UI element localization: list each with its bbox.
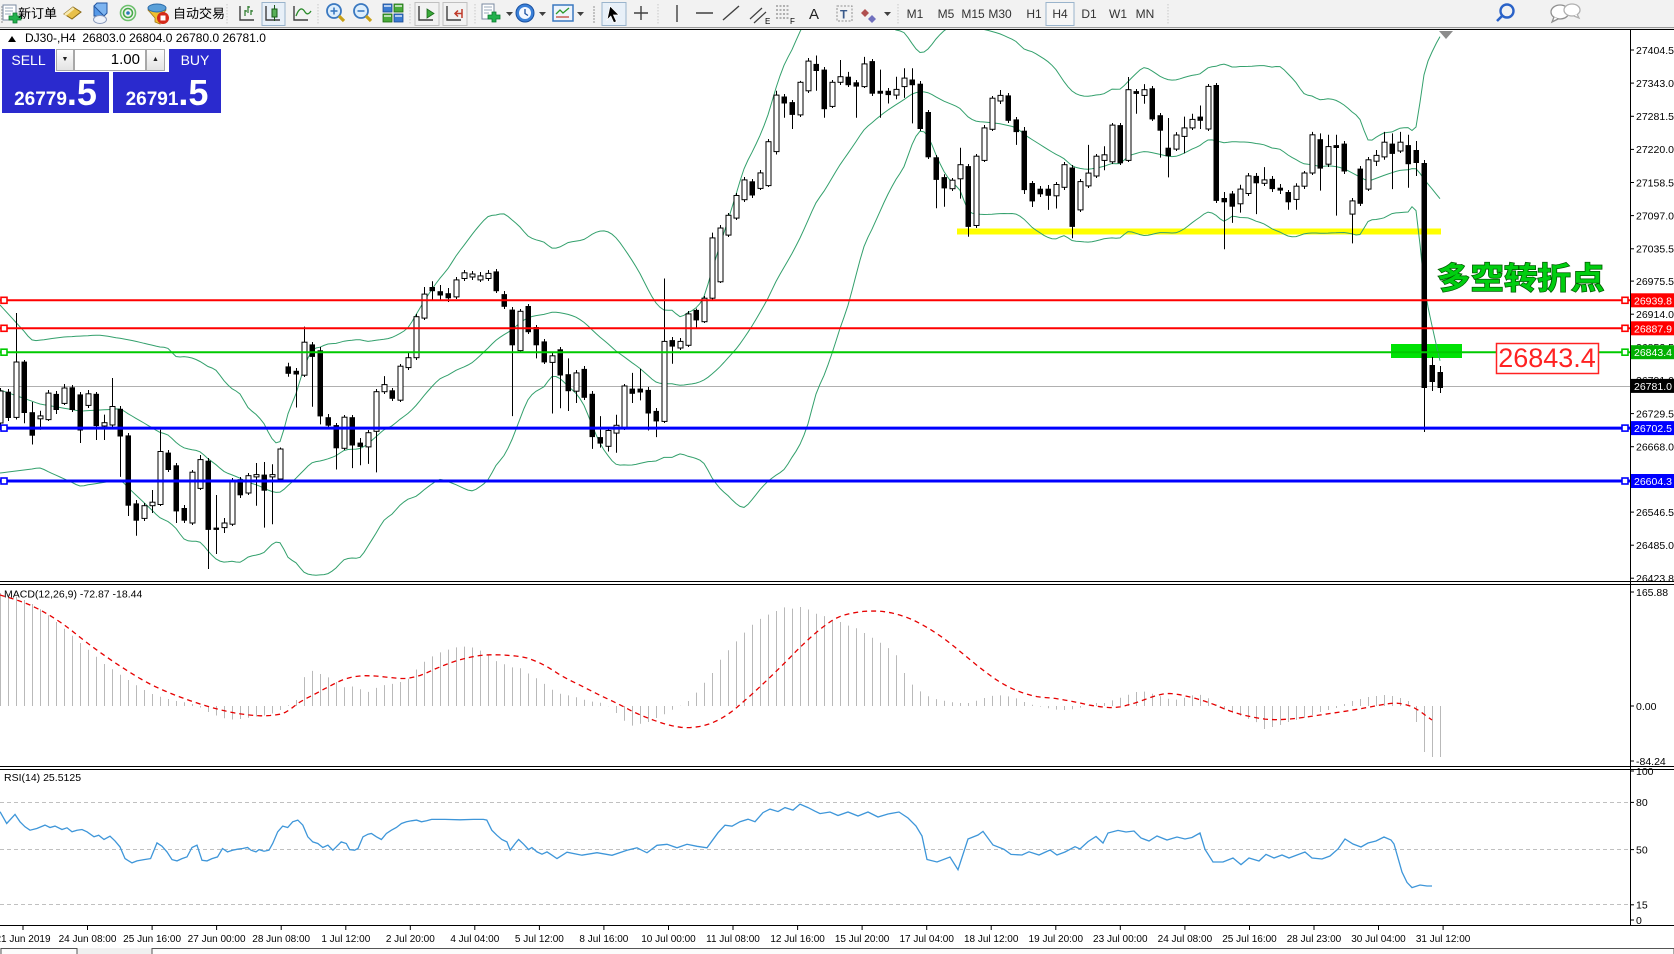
svg-text:4 Jul 04:00: 4 Jul 04:00	[450, 934, 499, 945]
svg-text:25 Jul 16:00: 25 Jul 16:00	[1222, 934, 1277, 945]
svg-text:MN: MN	[1136, 7, 1155, 21]
svg-text:0.00: 0.00	[1636, 701, 1657, 713]
svg-text:M5: M5	[938, 7, 955, 21]
svg-text:26843.4: 26843.4	[1498, 343, 1596, 373]
svg-text:15 Jul 20:00: 15 Jul 20:00	[835, 934, 890, 945]
svg-text:18 Jul 12:00: 18 Jul 12:00	[964, 934, 1019, 945]
svg-text:21 Jun 2019: 21 Jun 2019	[0, 934, 51, 945]
svg-text:23 Jul 00:00: 23 Jul 00:00	[1093, 934, 1148, 945]
svg-text:12 Jul 16:00: 12 Jul 16:00	[770, 934, 825, 945]
svg-text:10 Jul 00:00: 10 Jul 00:00	[641, 934, 696, 945]
svg-text:165.88: 165.88	[1636, 587, 1668, 599]
svg-text:5 Jul 12:00: 5 Jul 12:00	[515, 934, 564, 945]
svg-text:0: 0	[1636, 915, 1642, 927]
svg-text:28 Jun 08:00: 28 Jun 08:00	[252, 934, 310, 945]
svg-text:M30: M30	[988, 7, 1012, 21]
svg-text:26781.0: 26781.0	[1634, 381, 1672, 393]
svg-text:27158.5: 27158.5	[1636, 177, 1674, 189]
svg-text:8 Jul 16:00: 8 Jul 16:00	[579, 934, 628, 945]
svg-text:26604.3: 26604.3	[1634, 476, 1672, 488]
svg-text:W1: W1	[1109, 7, 1127, 21]
svg-text:26914.0: 26914.0	[1636, 309, 1674, 321]
svg-text:F: F	[790, 17, 795, 26]
svg-text:27343.0: 27343.0	[1636, 78, 1674, 90]
svg-text:E: E	[765, 17, 770, 26]
svg-text:26668.0: 26668.0	[1636, 442, 1674, 454]
svg-text:H1: H1	[1026, 7, 1042, 21]
svg-text:T: T	[840, 8, 848, 22]
svg-text:27035.5: 27035.5	[1636, 244, 1674, 256]
svg-text:M15: M15	[961, 7, 985, 21]
svg-text:26546.5: 26546.5	[1636, 507, 1674, 519]
svg-text:27281.5: 27281.5	[1636, 111, 1674, 123]
svg-text:2 Jul 20:00: 2 Jul 20:00	[386, 934, 435, 945]
svg-text:26887.9: 26887.9	[1634, 323, 1672, 335]
svg-text:80: 80	[1636, 797, 1648, 809]
svg-text:H4: H4	[1052, 7, 1068, 21]
svg-text:15: 15	[1636, 900, 1648, 912]
svg-text:27097.0: 27097.0	[1636, 210, 1674, 222]
svg-text:M1: M1	[907, 7, 924, 21]
svg-text:-84.24: -84.24	[1636, 756, 1666, 768]
svg-text:25 Jun 16:00: 25 Jun 16:00	[123, 934, 181, 945]
svg-text:19 Jul 20:00: 19 Jul 20:00	[1029, 934, 1084, 945]
svg-text:27220.0: 27220.0	[1636, 144, 1674, 156]
svg-text:100: 100	[1636, 766, 1654, 778]
svg-text:D1: D1	[1081, 7, 1097, 21]
svg-text:27404.5: 27404.5	[1636, 45, 1674, 57]
svg-text:26702.5: 26702.5	[1634, 423, 1672, 435]
svg-text:28 Jul 23:00: 28 Jul 23:00	[1287, 934, 1342, 945]
svg-text:27 Jun 00:00: 27 Jun 00:00	[188, 934, 246, 945]
svg-text:30 Jul 04:00: 30 Jul 04:00	[1351, 934, 1406, 945]
svg-text:26485.0: 26485.0	[1636, 540, 1674, 552]
svg-text:MACD(12,26,9) -72.87 -18.44: MACD(12,26,9) -72.87 -18.44	[4, 589, 142, 601]
svg-text:26843.4: 26843.4	[1634, 347, 1672, 359]
svg-text:24 Jul 08:00: 24 Jul 08:00	[1158, 934, 1213, 945]
svg-text:26423.8: 26423.8	[1636, 573, 1674, 585]
svg-text:31 Jul 12:00: 31 Jul 12:00	[1416, 934, 1471, 945]
svg-text:11 Jul 08:00: 11 Jul 08:00	[706, 934, 760, 945]
svg-text:1 Jul 12:00: 1 Jul 12:00	[321, 934, 370, 945]
svg-text:50: 50	[1636, 844, 1648, 856]
svg-text:RSI(14) 25.5125: RSI(14) 25.5125	[4, 772, 81, 784]
svg-text:26939.8: 26939.8	[1634, 295, 1672, 307]
svg-text:24 Jun 08:00: 24 Jun 08:00	[59, 934, 117, 945]
svg-text:26729.5: 26729.5	[1636, 408, 1674, 420]
svg-text:17 Jul 04:00: 17 Jul 04:00	[899, 934, 954, 945]
svg-text:A: A	[809, 6, 819, 23]
svg-text:26975.5: 26975.5	[1636, 276, 1674, 288]
